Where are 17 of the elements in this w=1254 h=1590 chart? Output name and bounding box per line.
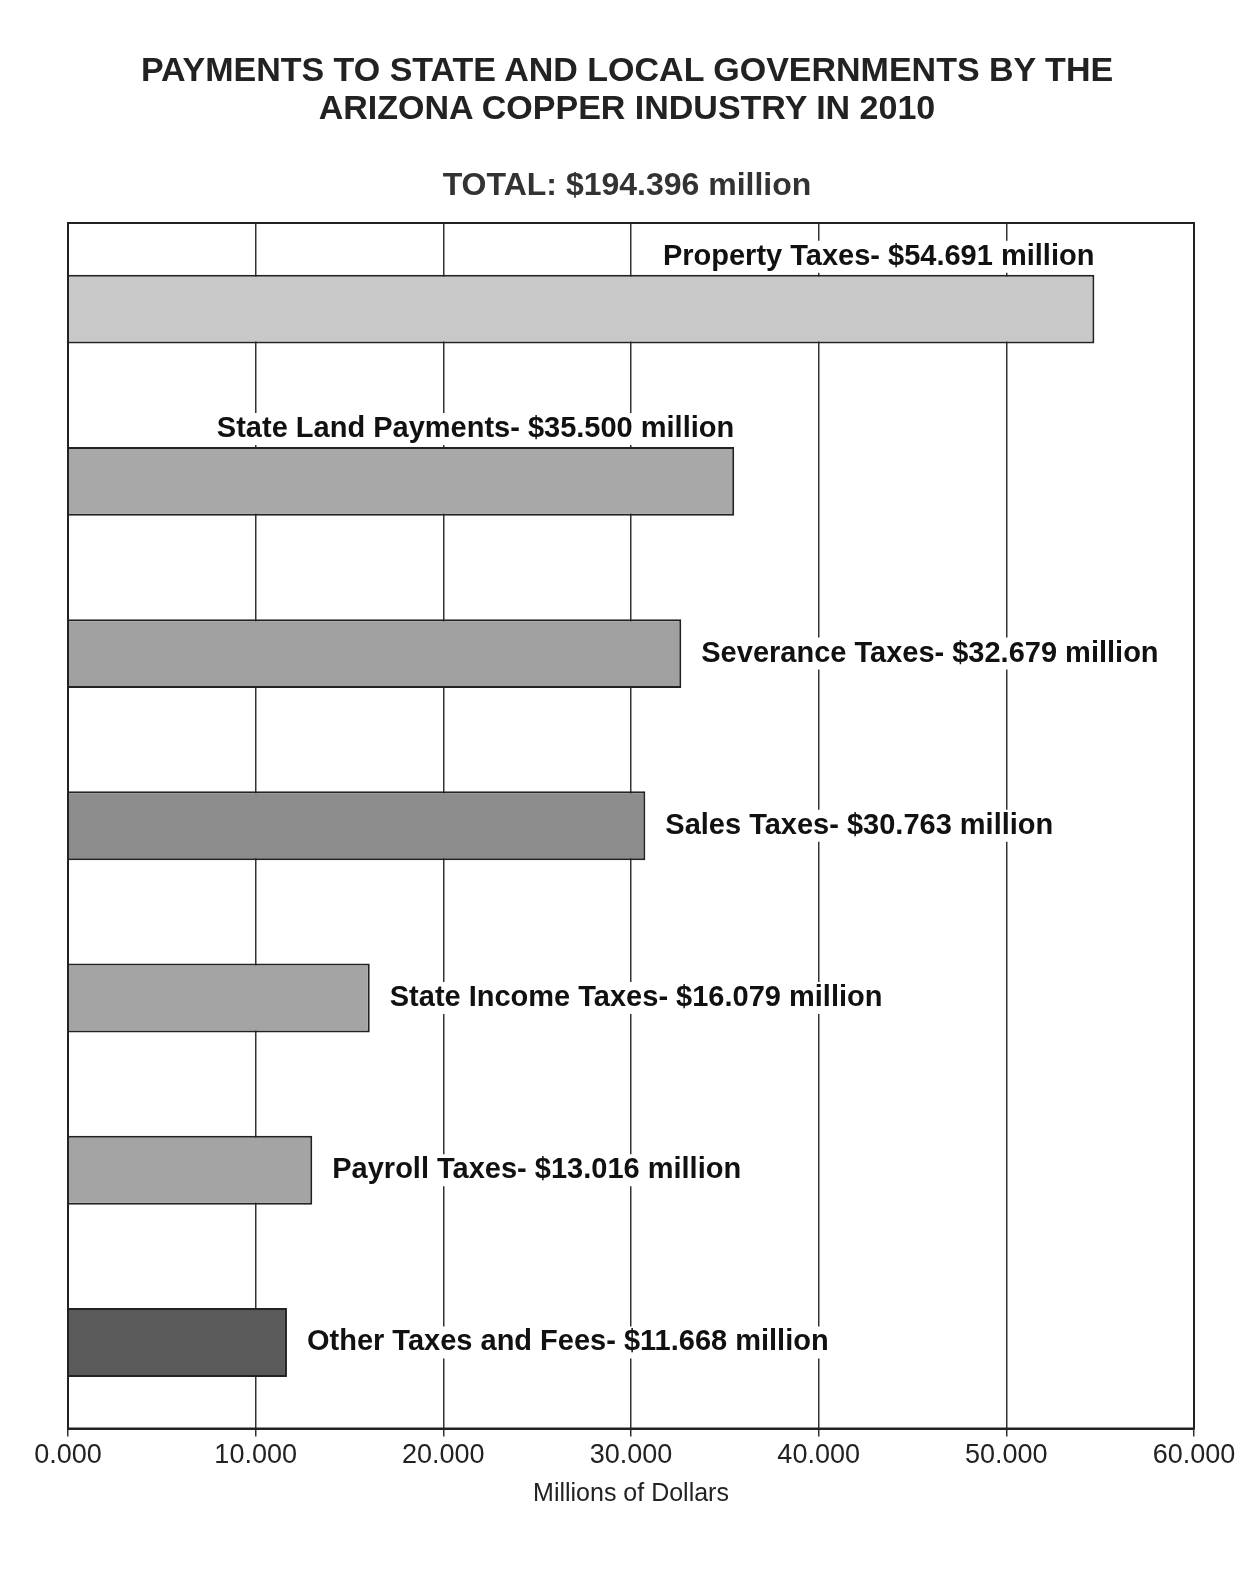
data-label: Payroll Taxes- $13.016 million — [332, 1152, 742, 1185]
chart-subtitle: TOTAL: $194.396 million — [441, 166, 813, 203]
x-tick-label: 20.000 — [402, 1439, 485, 1470]
x-axis-title: Millions of Dollars — [533, 1477, 729, 1506]
x-tick-label: 50.000 — [965, 1439, 1048, 1470]
x-tick-label: 60.000 — [1152, 1439, 1236, 1470]
x-tick-label: 40.000 — [777, 1439, 860, 1470]
x-tick-label: 30.000 — [589, 1439, 673, 1470]
data-label: State Income Taxes- $16.079 million — [389, 980, 883, 1013]
chart-title: PAYMENTS TO STATE AND LOCAL GOVERNMENTS BY THE ARIZONA COPPER INDUSTRY IN 2010 — [139, 50, 1115, 126]
data-label: Other Taxes and Fees- $11.668 million — [306, 1324, 829, 1357]
data-label: Property Taxes- $54.691 million — [662, 238, 1095, 271]
data-label: Severance Taxes- $32.679 million — [701, 635, 1159, 668]
data-label: State Land Payments- $35.500 million — [216, 410, 735, 443]
data-label: Sales Taxes- $30.763 million — [665, 807, 1054, 840]
x-tick-label: 10.000 — [214, 1439, 297, 1470]
x-tick-label: 0.000 — [34, 1439, 102, 1470]
